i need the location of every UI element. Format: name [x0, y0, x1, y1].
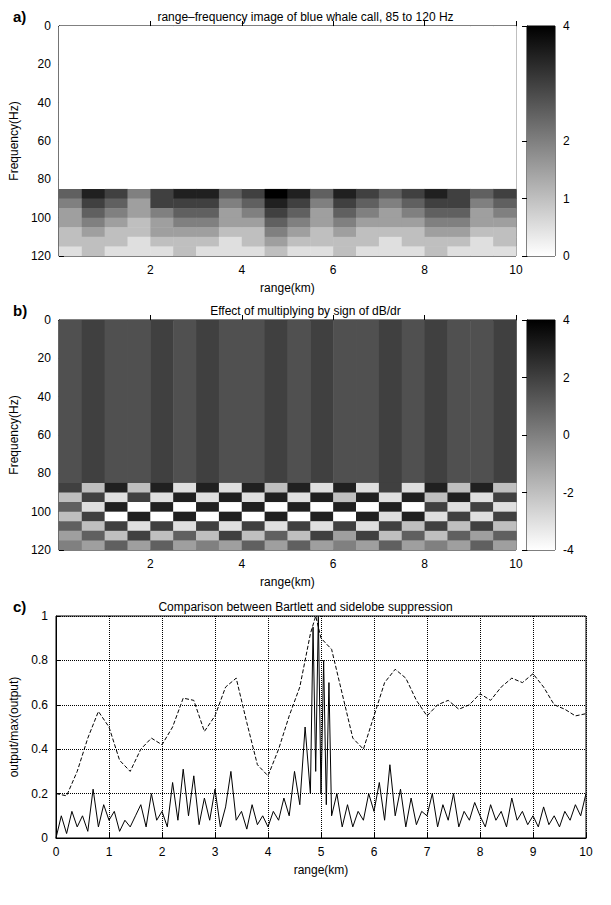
svg-text:100: 100	[31, 211, 51, 225]
svg-text:4: 4	[563, 19, 570, 33]
svg-text:20: 20	[38, 351, 52, 365]
svg-text:3: 3	[212, 845, 219, 859]
svg-text:8: 8	[421, 557, 428, 571]
svg-text:40: 40	[38, 390, 52, 404]
svg-text:4: 4	[238, 263, 245, 277]
svg-text:9: 9	[530, 845, 537, 859]
svg-text:60: 60	[38, 134, 52, 148]
svg-text:Frequency(Hz): Frequency(Hz)	[7, 395, 21, 474]
svg-text:Effect of multiplying by sign: Effect of multiplying by sign of dB/dr	[210, 304, 401, 318]
svg-text:8: 8	[421, 263, 428, 277]
svg-text:20: 20	[38, 57, 52, 71]
svg-text:range(km): range(km)	[294, 863, 349, 877]
svg-text:0: 0	[44, 313, 51, 327]
svg-text:a): a)	[13, 8, 26, 25]
svg-text:100: 100	[31, 505, 51, 519]
svg-text:0.2: 0.2	[31, 787, 48, 801]
svg-text:1: 1	[563, 192, 570, 206]
svg-text:80: 80	[38, 172, 52, 186]
svg-text:4: 4	[238, 557, 245, 571]
svg-text:10: 10	[509, 263, 523, 277]
svg-text:8: 8	[477, 845, 484, 859]
svg-text:range–frequency image of blue: range–frequency image of blue whale call…	[157, 10, 453, 24]
svg-text:0: 0	[44, 19, 51, 33]
svg-text:2: 2	[563, 371, 570, 385]
svg-text:2: 2	[159, 845, 166, 859]
svg-text:4: 4	[563, 313, 570, 327]
svg-text:5: 5	[318, 845, 325, 859]
svg-text:6: 6	[371, 845, 378, 859]
svg-text:output/max(output): output/max(output)	[7, 677, 21, 778]
svg-text:6: 6	[330, 557, 337, 571]
svg-text:Frequency(Hz): Frequency(Hz)	[7, 101, 21, 180]
svg-text:10: 10	[509, 557, 523, 571]
svg-text:c): c)	[13, 598, 26, 615]
svg-text:1: 1	[106, 845, 113, 859]
svg-text:80: 80	[38, 466, 52, 480]
svg-text:6: 6	[330, 263, 337, 277]
svg-text:0.6: 0.6	[31, 698, 48, 712]
svg-text:2: 2	[563, 134, 570, 148]
svg-text:4: 4	[265, 845, 272, 859]
svg-text:0: 0	[41, 831, 48, 845]
svg-text:2: 2	[147, 557, 154, 571]
svg-text:-2: -2	[563, 486, 574, 500]
svg-text:40: 40	[38, 96, 52, 110]
svg-text:120: 120	[31, 249, 51, 263]
svg-text:b): b)	[13, 302, 27, 319]
svg-text:60: 60	[38, 428, 52, 442]
svg-text:120: 120	[31, 543, 51, 557]
svg-text:-4: -4	[563, 543, 574, 557]
svg-text:range(km): range(km)	[260, 575, 315, 589]
svg-text:10: 10	[579, 845, 593, 859]
svg-text:0: 0	[563, 249, 570, 263]
svg-text:0.4: 0.4	[31, 742, 48, 756]
svg-text:0: 0	[53, 845, 60, 859]
svg-text:Comparison between Bartlett an: Comparison between Bartlett and sidelobe…	[158, 600, 452, 614]
svg-text:1: 1	[41, 609, 48, 623]
svg-text:2: 2	[147, 263, 154, 277]
svg-text:0: 0	[563, 428, 570, 442]
svg-text:range(km): range(km)	[260, 281, 315, 295]
svg-text:0.8: 0.8	[31, 653, 48, 667]
svg-text:7: 7	[424, 845, 431, 859]
